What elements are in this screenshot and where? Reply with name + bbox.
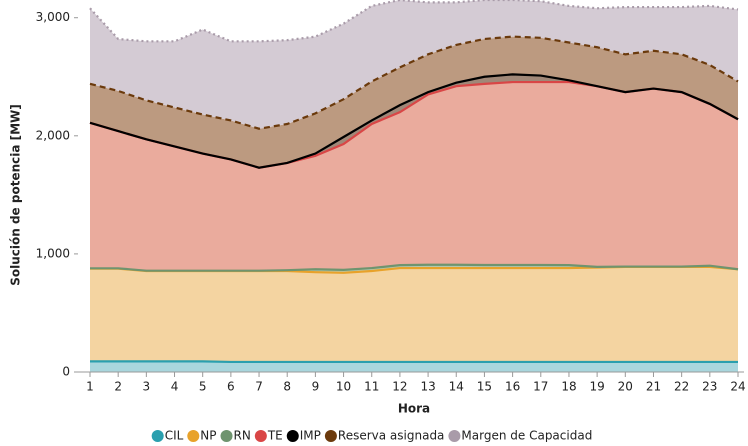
x-tick-label: 1 — [86, 380, 94, 394]
x-tick-label: 16 — [505, 380, 520, 394]
x-tick-label: 8 — [283, 380, 291, 394]
x-tick-label: 5 — [199, 380, 207, 394]
legend-marker — [254, 430, 267, 442]
x-tick-label: 24 — [730, 380, 745, 394]
x-tick-label: 3 — [143, 380, 151, 394]
y-tick-label: 3,000 — [36, 10, 70, 24]
x-tick-label: 6 — [227, 380, 235, 394]
y-tick-label: 0 — [62, 365, 70, 379]
x-tick-label: 11 — [364, 380, 379, 394]
x-tick-label: 12 — [392, 380, 407, 394]
line — [90, 360, 738, 364]
plot-area — [89, 0, 739, 372]
x-tick-label: 22 — [674, 380, 689, 394]
area — [90, 0, 738, 129]
legend-marker — [324, 430, 337, 442]
x-axis-title: Hora — [398, 402, 430, 416]
legend-label: IMP — [300, 429, 321, 443]
y-tick-label: 2,000 — [36, 128, 70, 142]
legend-marker — [220, 430, 233, 442]
area — [90, 361, 738, 372]
line — [90, 263, 739, 272]
legend-label: Reserva asignada — [338, 429, 445, 443]
x-tick-label: 2 — [114, 380, 122, 394]
x-tick-label: 20 — [618, 380, 633, 394]
legend-label: CIL — [165, 429, 184, 443]
legend-label: TE — [267, 429, 283, 443]
y-axis-title: Solución de potencia [MW] — [9, 104, 23, 286]
legend-label: RN — [234, 429, 251, 443]
area — [90, 36, 738, 168]
legend-marker — [187, 430, 200, 442]
legend: CIL NP RN TE IMP Reserva asignada Margen de Ca… — [151, 429, 592, 443]
legend-marker — [286, 430, 299, 442]
legend-label: Margen de Capacidad — [461, 429, 592, 443]
x-tick-label: 23 — [702, 380, 717, 394]
x-tick-label: 7 — [255, 380, 263, 394]
legend-label: NP — [200, 429, 216, 443]
line — [89, 73, 739, 169]
x-tick-label: 17 — [533, 380, 548, 394]
x-tick-label: 19 — [589, 380, 604, 394]
x-tick-label: 15 — [477, 380, 492, 394]
y-tick-label: 1,000 — [36, 246, 70, 260]
area — [90, 82, 738, 271]
x-tick-label: 14 — [449, 380, 464, 394]
x-tick-label: 4 — [171, 380, 179, 394]
x-tick-label: 13 — [420, 380, 435, 394]
legend-marker — [448, 430, 461, 442]
line — [89, 0, 739, 43]
x-tick-label: 10 — [336, 380, 351, 394]
line — [89, 35, 739, 130]
legend-marker — [151, 430, 164, 442]
x-tick-label: 18 — [561, 380, 576, 394]
area — [90, 266, 738, 362]
x-tick-label: 9 — [312, 380, 320, 394]
x-tick-label: 21 — [646, 380, 661, 394]
